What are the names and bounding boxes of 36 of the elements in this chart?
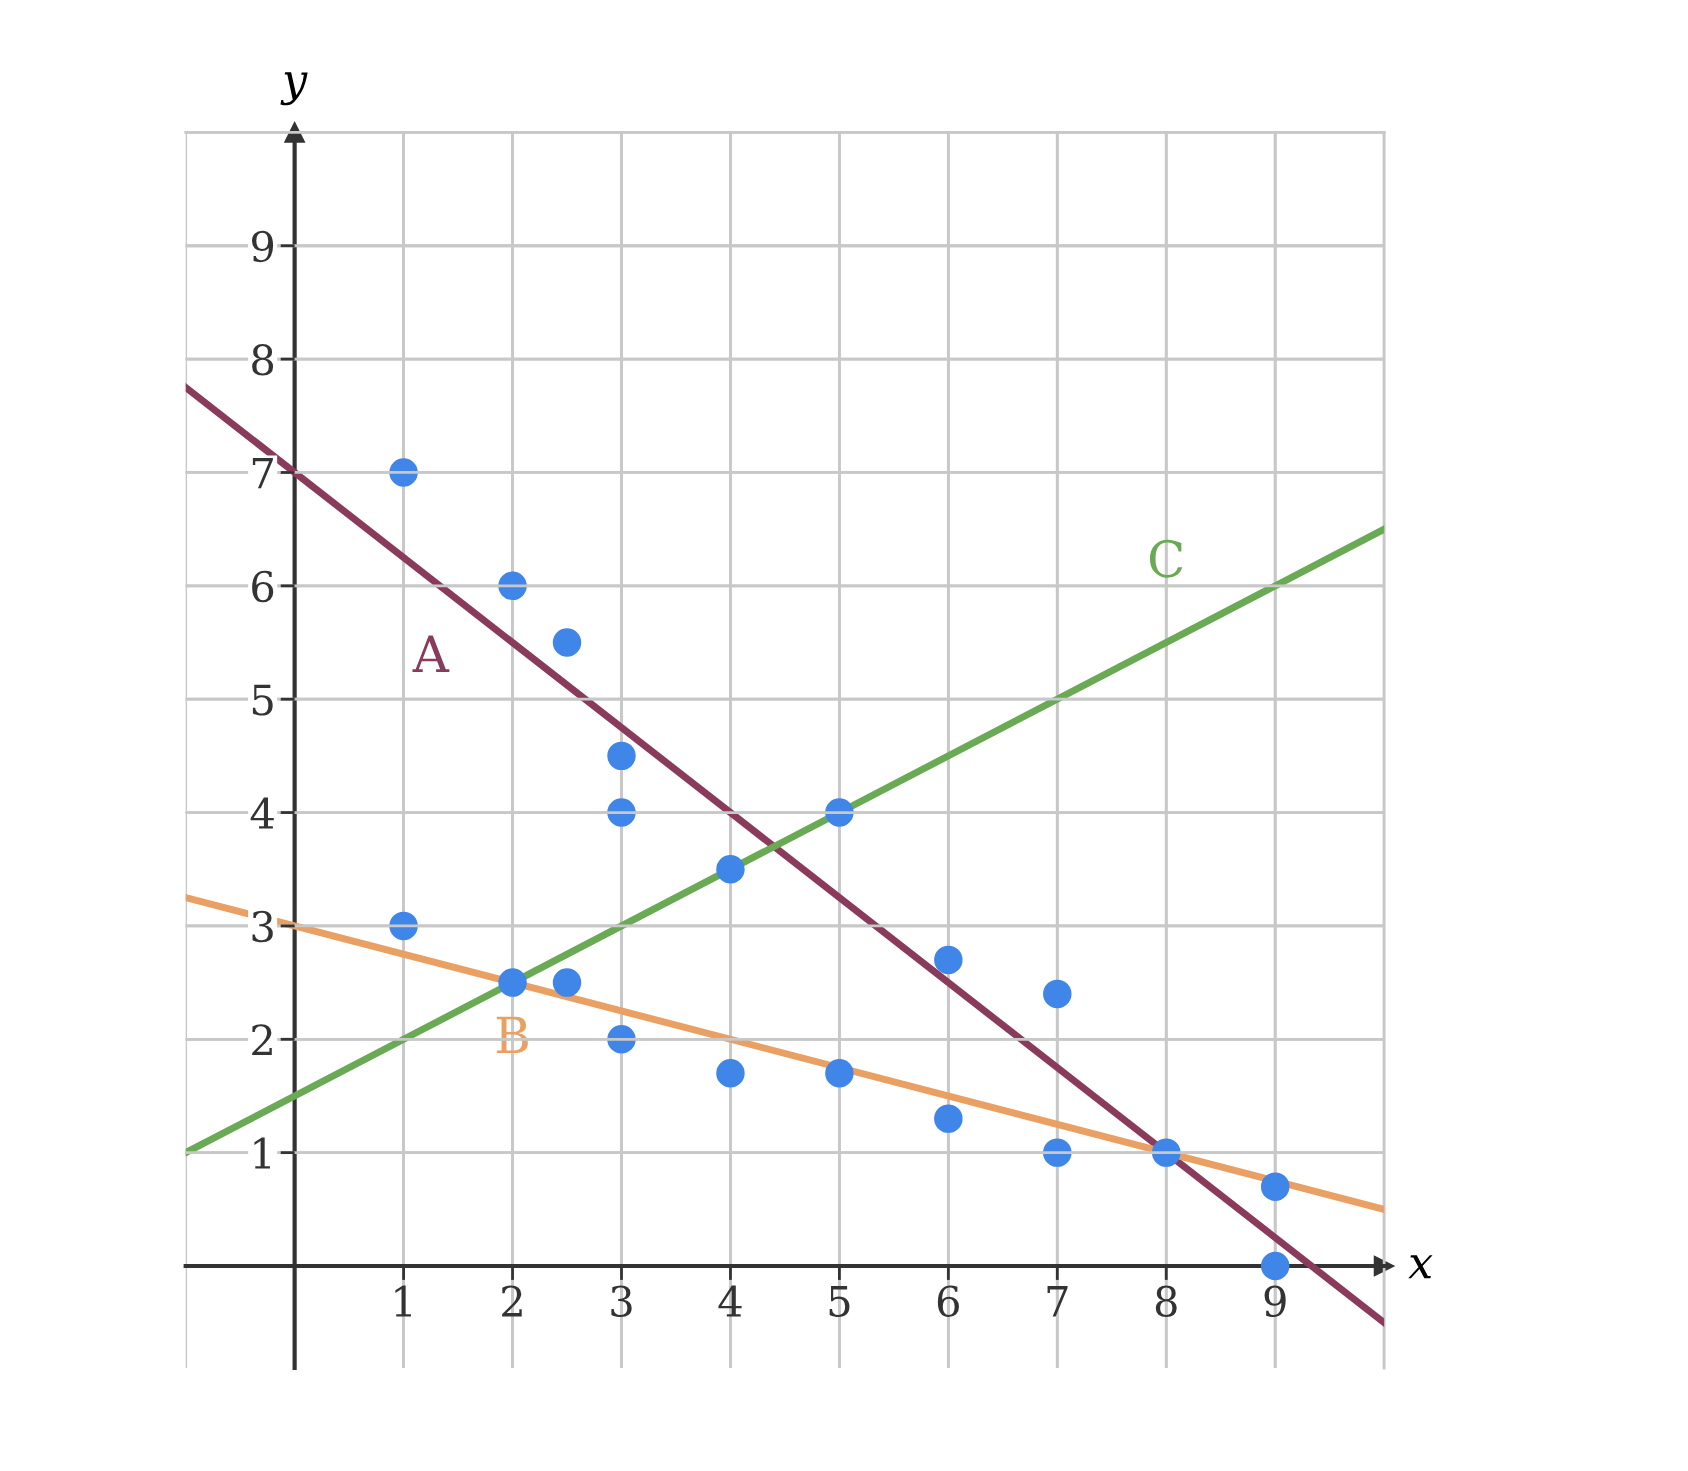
- point: [716, 855, 745, 884]
- y-tick-label: 3: [252, 910, 273, 943]
- y-tick-label: 6: [252, 570, 274, 603]
- y-tick-label: 8: [252, 344, 274, 376]
- point: [1043, 979, 1072, 1009]
- x-tick-label: 5: [829, 1286, 850, 1318]
- x-tick-label: 8: [1155, 1285, 1177, 1318]
- point: [825, 1059, 854, 1088]
- y-tick-label: 9: [252, 230, 274, 263]
- point: [934, 945, 963, 975]
- point: [1260, 1251, 1290, 1281]
- point: [552, 968, 582, 997]
- point: [552, 628, 582, 657]
- point: [1260, 1172, 1290, 1201]
- x-tick-label: 4: [718, 1285, 742, 1317]
- x-tick-label: 2: [502, 1285, 522, 1317]
- y-tick-label: 4: [250, 797, 274, 829]
- x-tick-label: 7: [1047, 1286, 1068, 1317]
- x-tick-label: 9: [1264, 1285, 1286, 1318]
- series-label: C: [1149, 539, 1183, 578]
- x-tick-label: 3: [611, 1285, 632, 1318]
- point: [607, 741, 636, 771]
- x-tick-label: 6: [937, 1285, 959, 1318]
- y-tick-label: 7: [252, 457, 273, 489]
- x-tick-label: 1: [395, 1285, 411, 1317]
- point: [716, 1059, 745, 1088]
- point: [498, 968, 527, 997]
- series-label: A: [412, 635, 450, 672]
- series-label: B: [496, 1016, 528, 1054]
- y-tick-label: 1: [254, 1137, 270, 1169]
- point: [934, 1104, 963, 1133]
- y-tick-label: 5: [252, 684, 273, 716]
- y-tick-label: 2: [252, 1024, 272, 1056]
- y-axis-title: y: [280, 72, 308, 106]
- point: [389, 911, 418, 941]
- x-axis-title: x: [1408, 1255, 1433, 1279]
